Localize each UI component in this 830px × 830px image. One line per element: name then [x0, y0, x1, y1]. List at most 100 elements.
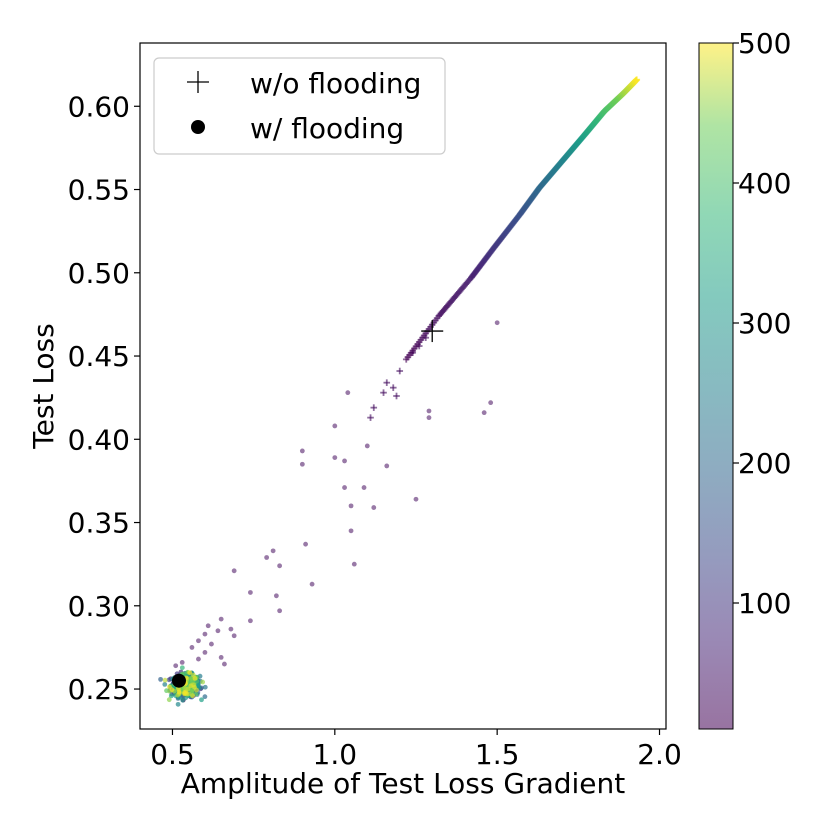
flooding-point [348, 528, 354, 534]
colorbar: 100 200 300 400 500 [698, 27, 791, 730]
legend-plus-icon [187, 71, 209, 93]
flooding-point [348, 503, 354, 509]
colorbar-tick-label: 100 [738, 587, 791, 620]
legend-label-without-flooding: w/o flooding [250, 67, 421, 100]
no-flooding-point [380, 389, 387, 396]
flooding-point [371, 505, 377, 510]
flooding-point [199, 697, 204, 703]
flooding-point [361, 485, 367, 490]
colorbar-gradient [698, 42, 734, 730]
flooding-point [196, 656, 201, 662]
flooding-point [166, 697, 172, 703]
flooding-point [192, 684, 197, 690]
legend-dot-icon [191, 120, 205, 134]
flooding-point [426, 415, 432, 421]
x-tick-label: 0.5 [150, 738, 195, 771]
flooding-point [202, 694, 208, 700]
plot-clip-group [158, 76, 641, 707]
no-flooding-point [396, 367, 404, 375]
colorbar-tick-label: 200 [738, 447, 791, 480]
flooding-point [176, 689, 182, 695]
flooding-point [270, 548, 276, 554]
flooding-point [162, 681, 168, 687]
flooding-point [182, 690, 187, 695]
axes: 0.5 1.0 1.5 2.0 0.25 0.30 0.35 0.40 0.45 0.50 0.55… [68, 42, 682, 771]
flooding-point [247, 618, 253, 624]
flooding-point [247, 590, 253, 595]
legend-box [153, 57, 446, 155]
flooding-point [218, 655, 224, 660]
y-tick-label: 0.45 [68, 340, 130, 373]
flooding-point [228, 626, 234, 632]
y-tick-label: 0.30 [68, 590, 130, 623]
flooding-point [205, 623, 211, 629]
flooding-point [187, 670, 193, 675]
colorbar-ticks: 100 200 300 400 500 [733, 27, 791, 620]
y-axis-label: Test Loss [27, 323, 60, 449]
x-tick-label: 1.5 [475, 738, 520, 771]
flooding-point [231, 633, 237, 639]
flooding-mean-marker [171, 673, 186, 688]
no-flooding-point [383, 379, 391, 386]
no-flooding-point [393, 392, 400, 400]
no-flooding-point [633, 76, 641, 83]
flooding-point [494, 320, 500, 326]
flooding-point [413, 496, 419, 502]
flooding-point [345, 390, 351, 396]
flooding-point [342, 485, 347, 490]
x-tick-label: 2.0 [637, 738, 682, 771]
flooding-point [202, 684, 208, 690]
no-flooding-mean-marker [421, 320, 444, 343]
flooding-point [169, 687, 175, 693]
flooding-point [180, 697, 186, 703]
flooding-point [196, 638, 201, 644]
flooding-point [277, 563, 283, 569]
flooding-point [189, 645, 195, 650]
flooding-point [179, 665, 185, 671]
flooding-point [215, 628, 221, 634]
flooding-point [231, 568, 237, 574]
flooding-point [426, 408, 432, 414]
flooding-point [222, 661, 227, 667]
flooding-point [351, 561, 357, 567]
x-tick-label: 1.0 [313, 738, 358, 771]
flooding-point [273, 593, 279, 599]
flooding-point [332, 423, 338, 429]
flooding-point [173, 663, 179, 669]
flooding-point [332, 455, 338, 460]
flooding-point [209, 641, 214, 647]
colorbar-tick-label: 300 [738, 307, 791, 340]
flooding-point [299, 461, 305, 467]
colorbar-tick-label: 500 [738, 27, 791, 60]
y-tick-label: 0.40 [68, 423, 130, 456]
flooding-point [309, 581, 315, 587]
flooding-point [158, 676, 163, 682]
plot-frame [139, 42, 667, 730]
flooding-point [384, 463, 390, 469]
flooding-point [179, 659, 185, 665]
flooding-point [175, 701, 181, 707]
y-tick-label: 0.35 [68, 507, 130, 540]
no-flooding-point [370, 404, 378, 411]
flooding-point [364, 443, 370, 449]
x-axis-label: Amplitude of Test Loss Gradient [181, 767, 626, 800]
flooding-point [168, 693, 174, 699]
y-tick-label: 0.55 [68, 174, 130, 207]
legend-label-with-flooding: w/ flooding [250, 112, 404, 145]
no-flooding-point [367, 414, 374, 421]
y-tick-label: 0.50 [68, 257, 130, 290]
flooding-point [342, 458, 347, 464]
y-tick-label: 0.60 [68, 90, 130, 123]
flooding-point [162, 677, 168, 683]
flooding-point [202, 631, 208, 637]
plot-area [158, 76, 641, 707]
flooding-point [188, 683, 194, 689]
flooding-point [488, 400, 494, 406]
flooding-point [218, 616, 224, 622]
flooding-point [189, 689, 195, 694]
flooding-point [264, 555, 270, 560]
no-flooding-point [389, 384, 397, 391]
y-tick-label: 0.25 [68, 673, 130, 706]
